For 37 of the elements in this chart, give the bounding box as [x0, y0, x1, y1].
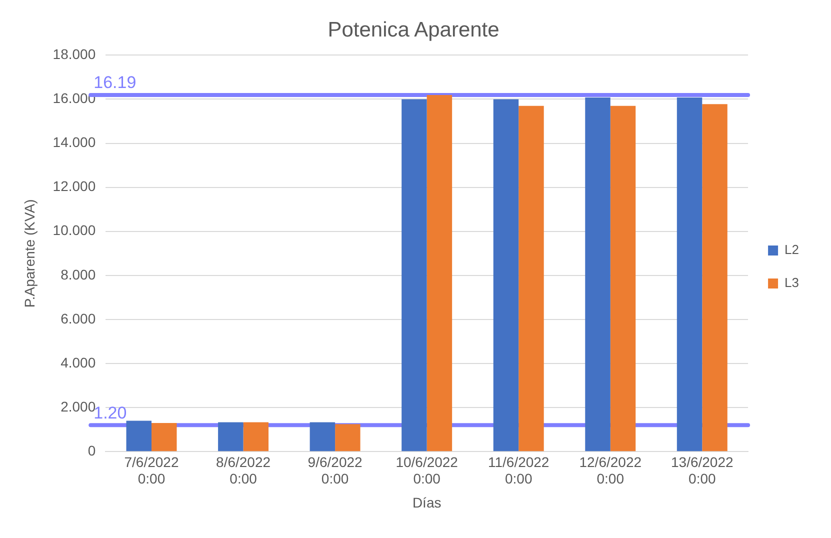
- ref-line-label: 16.19: [94, 73, 136, 92]
- y-tick-label: 8.000: [60, 266, 96, 282]
- y-tick-label: 18.000: [52, 46, 96, 62]
- y-axis-title: P.Aparente (KVA): [21, 199, 38, 308]
- x-tick-label: 7/6/2022 0:00: [124, 454, 179, 487]
- x-tick-label: 13/6/2022 0:00: [671, 454, 734, 487]
- bar: [402, 99, 427, 452]
- x-tick-label: 9/6/2022 0:00: [308, 454, 363, 487]
- y-tick-label: 14.000: [52, 134, 96, 150]
- chart-title: Potenica Aparente: [328, 18, 500, 42]
- y-tick-label: 4.000: [60, 354, 96, 370]
- y-tick-label: 12.000: [52, 178, 96, 194]
- ref-line-label: 1.20: [94, 403, 127, 422]
- x-tick-label: 11/6/2022 0:00: [488, 454, 550, 487]
- y-tick-label: 10.000: [52, 222, 96, 238]
- bar: [676, 97, 702, 452]
- x-tick-label: 12/6/2022 0:00: [579, 454, 642, 487]
- bar: [310, 422, 336, 452]
- y-tick-label: 0: [88, 442, 96, 458]
- bar: [585, 97, 610, 452]
- legend-label: L3: [784, 275, 800, 290]
- x-axis-title: Días: [412, 494, 442, 510]
- legend-label: L2: [784, 242, 800, 258]
- bar: [152, 422, 177, 452]
- bar: [426, 95, 452, 452]
- bar: [493, 99, 519, 452]
- bar: [335, 424, 360, 452]
- y-tick-label: 6.000: [60, 310, 96, 326]
- y-tick-label: 2.000: [60, 398, 96, 414]
- bar: [126, 420, 152, 452]
- bar: [610, 106, 636, 452]
- bar: [243, 422, 269, 452]
- x-tick-label: 8/6/2022 0:00: [216, 454, 271, 487]
- bar: [218, 422, 244, 452]
- bar: [518, 106, 544, 452]
- bar: [702, 104, 728, 452]
- x-tick-label: 10/6/2022 0:00: [396, 454, 458, 487]
